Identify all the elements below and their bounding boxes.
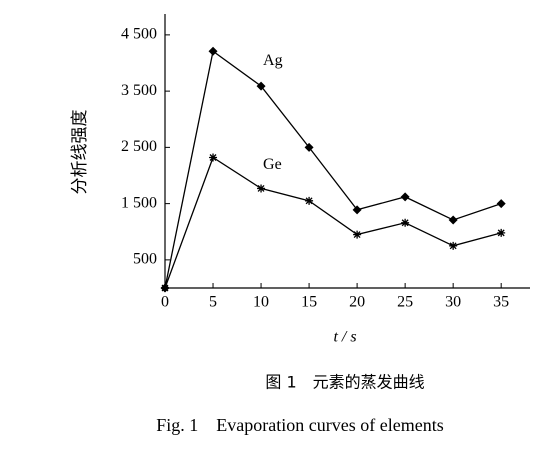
series-label: Ag: [263, 52, 283, 69]
x-tick-label: 20: [349, 294, 365, 311]
point: [497, 228, 506, 237]
caption-en: Fig. 1 Evaporation curves of elements: [156, 415, 443, 435]
x-tick-label: 25: [397, 294, 413, 311]
point: [449, 241, 458, 250]
point: [209, 153, 218, 162]
x-tick-label: 15: [301, 294, 317, 311]
series-line: [164, 50, 502, 289]
series-label: Ge: [263, 156, 282, 173]
x-tick-label: 5: [209, 294, 217, 311]
point: [352, 205, 362, 215]
point: [257, 184, 266, 193]
point: [161, 284, 169, 292]
point: [256, 81, 266, 91]
y-tick-label: 3 500: [121, 82, 157, 99]
point: [208, 46, 218, 56]
y-tick-label: 2 500: [121, 138, 157, 155]
point: [448, 215, 458, 225]
point: [400, 192, 410, 202]
series-line: [164, 156, 502, 289]
caption-cn: 图 1 元素的蒸发曲线: [265, 373, 424, 392]
x-axis-label: t / s: [333, 329, 356, 346]
point: [353, 230, 362, 239]
point: [304, 142, 314, 152]
point: [401, 218, 410, 227]
y-axis-label: 分析线强度: [70, 110, 90, 195]
y-tick-label: 1 500: [121, 194, 157, 211]
x-tick-label: 10: [253, 294, 269, 311]
point: [496, 199, 506, 209]
y-tick-label: 500: [133, 251, 157, 268]
point: [305, 196, 314, 205]
y-tick-label: 4 500: [121, 26, 157, 43]
x-tick-label: 0: [161, 294, 169, 311]
x-tick-label: 35: [493, 294, 509, 311]
x-tick-label: 30: [445, 294, 461, 311]
